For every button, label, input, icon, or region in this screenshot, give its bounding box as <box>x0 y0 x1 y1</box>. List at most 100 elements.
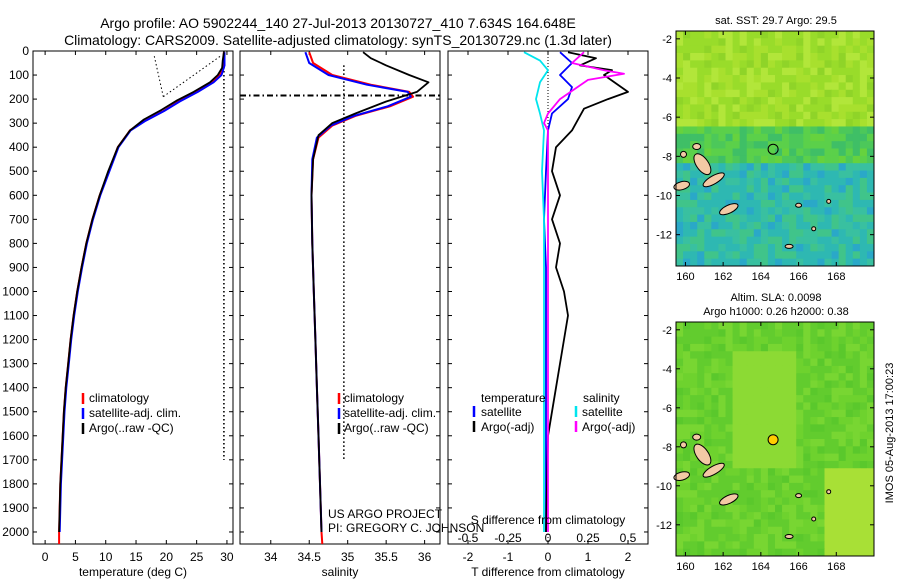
map-field-cell <box>845 475 854 484</box>
map-field-cell <box>789 163 797 171</box>
map-field-cell <box>866 155 875 164</box>
map-field-cell <box>838 133 847 142</box>
map-field-cell <box>683 504 691 513</box>
map-field-cell <box>739 409 748 418</box>
map-field-cell <box>803 417 811 425</box>
map-field-cell <box>817 192 825 201</box>
map-field-cell <box>852 133 861 142</box>
map-field-cell <box>711 75 719 83</box>
map-field-cell <box>810 373 818 381</box>
map-field-cell <box>782 60 790 69</box>
map-field-cell <box>838 512 847 520</box>
map-field-cell <box>718 343 726 352</box>
map-field-cell <box>824 214 832 223</box>
map-field-cell <box>852 258 861 267</box>
map-field-cell <box>704 482 712 491</box>
map-field-cell <box>789 119 797 127</box>
map-field-cell <box>810 126 818 135</box>
map-field-cell <box>789 365 797 374</box>
map-field-cell <box>831 67 840 76</box>
map-field-cell <box>796 431 804 440</box>
map-field-cell <box>810 207 818 215</box>
map-field-cell <box>767 31 776 39</box>
sla-map-title: Altim. SLA: 0.0098 <box>730 292 821 304</box>
map-field-cell <box>775 192 783 201</box>
map-field-cell <box>859 460 868 469</box>
map-field-cell <box>739 534 748 542</box>
map-field-cell <box>760 482 769 491</box>
map-field-cell <box>690 111 698 120</box>
map-field-cell <box>753 512 762 520</box>
map-field-cell <box>831 343 840 352</box>
map-field-cell <box>803 453 811 462</box>
map-field-cell <box>782 199 790 208</box>
map-field-cell <box>831 329 840 338</box>
map-field-cell <box>746 336 755 345</box>
map-field-cell <box>775 38 783 47</box>
map-field-cell <box>810 97 818 105</box>
map-field-cell <box>775 424 783 433</box>
map-field-cell <box>803 460 811 469</box>
map-field-cell <box>718 490 726 498</box>
map-field-cell <box>690 424 698 433</box>
y-tick-label: 100 <box>9 68 29 82</box>
map-field-cell <box>704 526 712 535</box>
map-field-cell <box>810 133 818 142</box>
map-field-cell <box>817 468 825 476</box>
map-field-cell <box>739 82 748 91</box>
map-field-cell <box>775 460 783 469</box>
map-field-cell <box>704 155 712 164</box>
map-field-cell <box>732 97 741 105</box>
map-field-cell <box>852 119 861 127</box>
map-field-cell <box>760 75 769 83</box>
map-field-cell <box>789 504 797 513</box>
map-field-cell <box>753 329 762 338</box>
map-field-cell <box>817 548 825 557</box>
island-shape <box>680 150 687 158</box>
map-field-cell <box>739 336 748 345</box>
y-tick-label: 1000 <box>2 284 29 298</box>
series-line-climatology <box>308 51 415 545</box>
map-field-cell <box>824 402 832 411</box>
map-field-cell <box>683 141 691 149</box>
map-field-cell <box>676 373 684 381</box>
map-field-cell <box>711 229 719 238</box>
map-field-cell <box>796 526 804 535</box>
map-field-cell <box>803 504 811 513</box>
map-field-cell <box>767 185 776 193</box>
map-field-cell <box>704 504 712 513</box>
map-field-cell <box>683 170 691 179</box>
map-field-cell <box>704 402 712 411</box>
map-field-cell <box>824 53 832 61</box>
map-field-cell <box>690 133 698 142</box>
map-field-cell <box>824 336 832 345</box>
sst-field <box>676 31 875 267</box>
map-field-cell <box>767 534 776 542</box>
map-field-cell <box>711 424 719 433</box>
map-field-cell <box>859 475 868 484</box>
map-field-cell <box>838 177 847 186</box>
map-x-tick-label: 164 <box>752 561 770 573</box>
map-field-cell <box>810 236 818 245</box>
map-field-cell <box>753 170 762 179</box>
map-field-cell <box>831 82 840 91</box>
map-field-cell <box>746 475 755 484</box>
map-field-cell <box>775 89 783 98</box>
map-field-cell <box>746 446 755 455</box>
legend-argo-label: Argo(..raw -QC) <box>344 421 429 435</box>
x-tick-label: 30 <box>220 550 234 564</box>
map-field-cell <box>746 453 755 462</box>
map-field-cell <box>760 534 769 542</box>
map-field-cell <box>704 395 712 403</box>
map-field-cell <box>845 453 854 462</box>
map-field-cell <box>718 236 726 245</box>
map-field-cell <box>683 67 691 76</box>
map-field-cell <box>697 89 705 98</box>
map-field-cell <box>711 155 719 164</box>
map-field-cell <box>775 45 783 54</box>
map-field-cell <box>782 236 790 245</box>
map-field-cell <box>725 104 733 113</box>
map-field-cell <box>753 497 762 506</box>
map-field-cell <box>739 104 748 113</box>
map-field-cell <box>845 534 854 542</box>
